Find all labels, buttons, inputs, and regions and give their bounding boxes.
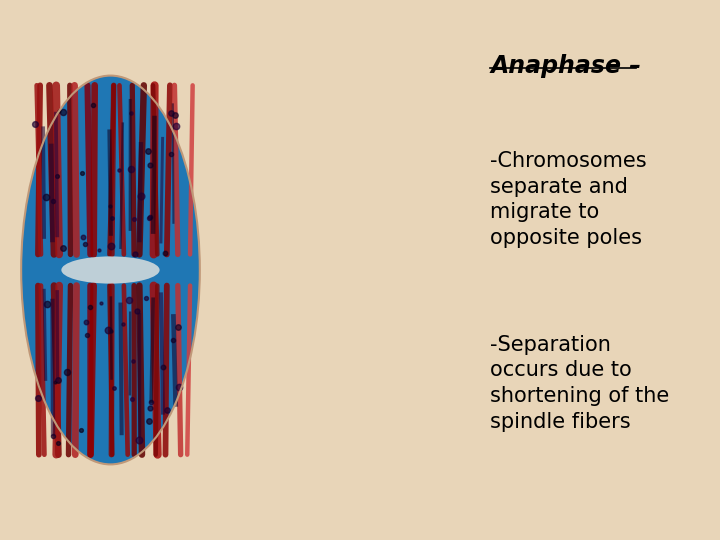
Ellipse shape [21,76,200,464]
Ellipse shape [61,256,160,284]
Text: -Chromosomes
separate and
migrate to
opposite poles: -Chromosomes separate and migrate to opp… [490,151,647,248]
Ellipse shape [21,76,200,464]
Text: Anaphase –: Anaphase – [490,54,642,78]
Text: -Separation
occurs due to
shortening of the
spindle fibers: -Separation occurs due to shortening of … [490,335,670,431]
